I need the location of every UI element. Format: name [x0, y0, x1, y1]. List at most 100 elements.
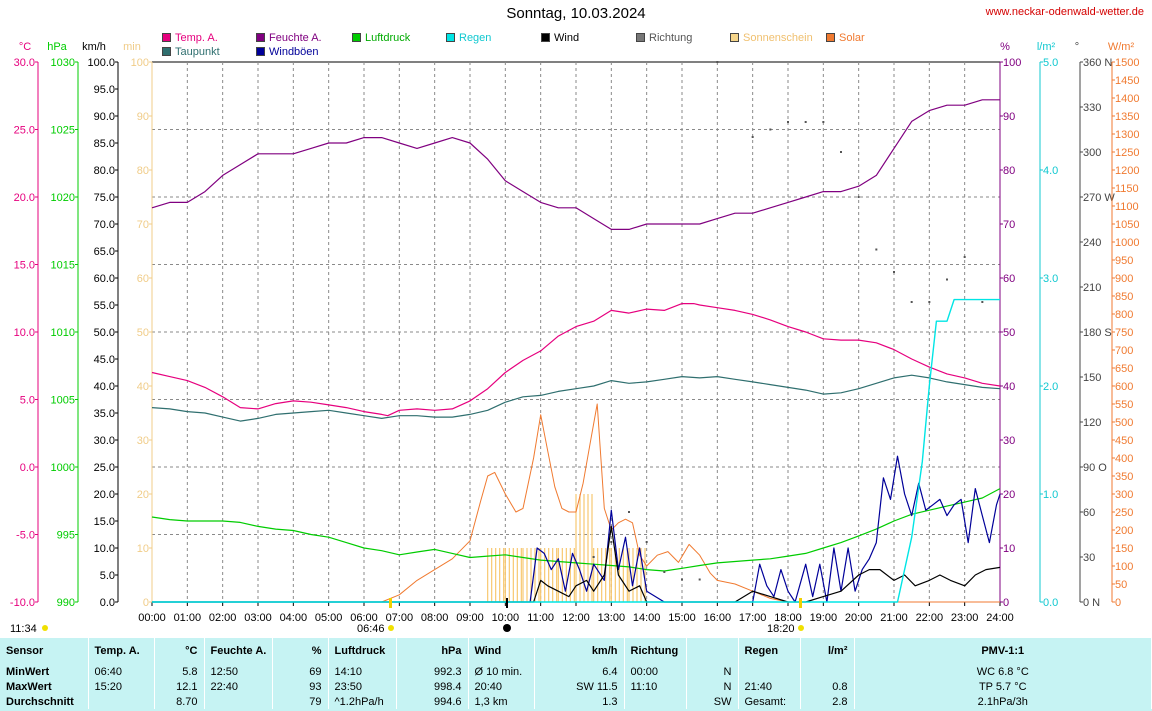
axis-tick-label-temp: 5.0 [20, 395, 35, 407]
direction-point [857, 196, 860, 198]
axis-tick-label-hum: 10 [1003, 543, 1015, 555]
noon-axis-marker [506, 598, 508, 608]
summary-cell-p-time: 23:50 [328, 679, 397, 694]
sunset-axis-marker [799, 598, 802, 608]
summary-cell-w-val: 1.3 [534, 694, 625, 709]
summary-cell-p-time: ^1.2hPa/h [328, 694, 397, 709]
axis-tick-label-dir: 120 [1083, 417, 1101, 429]
summary-table: Sensor Temp. A. °C Feuchte A. % Luftdruc… [0, 638, 1152, 711]
axis-tick-label-temp: 20.0 [14, 192, 35, 204]
axis-tick-label-rain: 3.0 [1043, 273, 1058, 285]
axis-tick-label-wind: 50.0 [94, 327, 115, 339]
axis-tick-label-sun: 0 [143, 597, 149, 609]
summary-cell-h-val: 79 [272, 694, 329, 709]
summary-header: Sensor [0, 638, 89, 664]
summary-cell-d-time: 00:00 [624, 664, 687, 679]
axis-tick-label-solar: 1250 [1115, 147, 1139, 159]
summary-cell-t-time: 06:40 [88, 664, 155, 679]
summary-cell-h-time: 22:40 [204, 679, 273, 694]
chart-title: Sonntag, 10.03.2024 [506, 5, 646, 22]
summary-cell-d-val: N [686, 664, 739, 679]
axis-tick-label-solar: 400 [1115, 453, 1133, 465]
axis-tick-label-rain: 1.0 [1043, 489, 1058, 501]
axis-tick-label-dir: 180 S [1083, 327, 1112, 339]
axis-tick-label-dir: 0 N [1083, 597, 1100, 609]
axis-tick-label-solar: 150 [1115, 543, 1133, 555]
axis-tick-label-hum: 20 [1003, 489, 1015, 501]
axis-tick-label-wind: 35.0 [94, 408, 115, 420]
site-link[interactable]: www.neckar-odenwald-wetter.de [985, 6, 1144, 18]
legend-swatch [636, 33, 645, 42]
summary-header-row: Sensor Temp. A. °C Feuchte A. % Luftdruc… [0, 638, 1152, 664]
x-tick-label: 02:00 [209, 612, 237, 624]
axis-tick-label-sun: 20 [137, 489, 149, 501]
series-line-regen [152, 298, 1000, 603]
current-time-sun-icon [42, 625, 48, 631]
axis-tick-label-solar: 450 [1115, 435, 1133, 447]
axis-unit-wind: km/h [82, 41, 106, 53]
legend-swatch [162, 33, 171, 42]
axis-unit-temp: °C [19, 41, 31, 53]
summary-header: l/m² [800, 638, 855, 664]
legend-label: Windböen [269, 46, 319, 58]
axis-tick-label-hum: 0 [1003, 597, 1009, 609]
axis-tick-label-dir: 60 [1083, 507, 1095, 519]
x-tick-label: 11:00 [527, 612, 554, 624]
axis-tick-label-dir: 240 [1083, 237, 1101, 249]
axis-tick-label-sun: 100 [131, 57, 149, 69]
x-tick-label: 06:00 [350, 612, 378, 624]
axis-tick-label-sun: 60 [137, 273, 149, 285]
axis-tick-label-solar: 1300 [1115, 129, 1139, 141]
legend-item: Luftdruck [352, 32, 410, 44]
axis-tick-label-wind: 30.0 [94, 435, 115, 447]
axis-tick-label-solar: 1500 [1115, 57, 1139, 69]
legend-label: Richtung [649, 32, 693, 44]
summary-header: Temp. A. [88, 638, 155, 664]
axis-tick-label-hum: 70 [1003, 219, 1015, 231]
axis-tick-label-temp: 10.0 [14, 327, 35, 339]
axis-tick-label-solar: 50 [1115, 579, 1127, 591]
legend-item: Wind [541, 32, 579, 44]
axis-unit-sun: min [123, 41, 141, 53]
x-tick-label: 08:00 [421, 612, 449, 624]
direction-point [628, 511, 630, 513]
axis-tick-label-hum: 60 [1003, 273, 1015, 285]
x-tick-label: 15:00 [668, 612, 696, 624]
series-line-taupunkt [151, 374, 1001, 422]
axis-tick-label-temp: 30.0 [14, 57, 35, 69]
summary-cell-t-time [88, 694, 155, 709]
direction-point [804, 121, 807, 123]
summary-cell-w-desc: 1,3 km [468, 694, 535, 709]
axis-tick-label-solar: 1100 [1115, 201, 1139, 213]
direction-point [787, 121, 789, 123]
axis-tick-label-wind: 0.0 [100, 597, 115, 609]
legend-label: Taupunkt [175, 46, 220, 58]
x-tick-label: 24:00 [986, 612, 1014, 624]
summary-cell-d-time: 11:10 [624, 679, 687, 694]
axis-tick-label-wind: 20.0 [94, 489, 115, 501]
axis-tick-label-rain: 4.0 [1043, 165, 1058, 177]
axis-tick-label-wind: 75.0 [94, 192, 115, 204]
axis-tick-label-press: 1030 [51, 57, 75, 69]
summary-header: km/h [534, 638, 625, 664]
legend-swatch [541, 33, 550, 42]
direction-point [751, 136, 754, 138]
sunrise-axis-marker [389, 598, 392, 608]
legend-label: Temp. A. [175, 32, 218, 44]
axis-tick-label-rain: 0.0 [1043, 597, 1058, 609]
axis-tick-label-solar: 300 [1115, 489, 1133, 501]
series-line-solar [152, 403, 1000, 603]
legend-swatch [730, 33, 739, 42]
axis-tick-label-wind: 55.0 [94, 300, 115, 312]
summary-cell-r-val: 0.8 [800, 679, 855, 694]
summary-cell-r-val [800, 664, 855, 679]
axis-tick-label-solar: 900 [1115, 273, 1133, 285]
direction-point [769, 128, 772, 131]
summary-cell-pmv: TP 5.7 °C [854, 679, 1152, 694]
x-tick-label: 14:00 [633, 612, 661, 624]
axis-tick-label-solar: 1450 [1115, 75, 1139, 87]
axis-tick-label-dir: 90 O [1083, 462, 1107, 474]
legend-item: Feuchte A. [256, 32, 322, 44]
direction-point [663, 571, 666, 573]
axis-tick-label-press: 1005 [51, 395, 75, 407]
